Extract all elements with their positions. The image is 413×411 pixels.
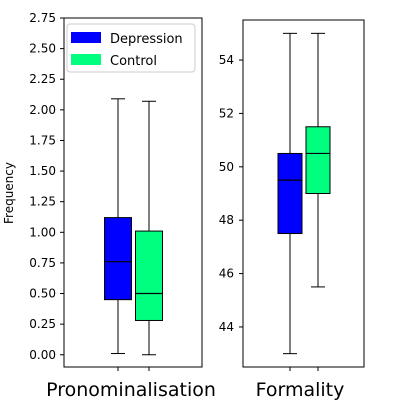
y-tick-label: 0.50 — [29, 287, 56, 301]
box-series — [277, 32, 331, 371]
y-tick-label: 1.25 — [29, 195, 56, 209]
legend-swatch-depression — [71, 32, 101, 43]
y-tick-label: 54 — [219, 53, 234, 67]
box-depression — [104, 217, 132, 301]
y-tick-label: 46 — [219, 267, 234, 281]
y-tick-label: 0.75 — [29, 256, 56, 270]
y-tick-label: 48 — [219, 213, 234, 227]
box-series — [104, 98, 163, 371]
legend: Depression Control — [66, 23, 196, 73]
x-axis-label: Pronominalisation — [46, 379, 216, 401]
y-tick-label: 0.25 — [29, 317, 56, 331]
legend-swatch-control — [71, 54, 101, 65]
plot-area-frame — [242, 19, 365, 368]
y-tick-label: 1.75 — [29, 133, 56, 147]
y-tick-label: 50 — [219, 160, 234, 174]
pronominalisation-panel: 0.00 0.25 0.50 0.75 1.00 1.25 1.50 1.75 2.00 2.25… — [2, 11, 216, 401]
legend-label-depression: Depression — [110, 32, 183, 47]
box-control — [135, 230, 163, 321]
y-tick-label: 2.00 — [29, 103, 56, 117]
x-axis-label: Formality — [256, 379, 345, 401]
y-tick-label: 1.50 — [29, 164, 56, 178]
y-axis-ticks: 44 46 48 50 52 54 — [219, 53, 243, 334]
y-tick-label: 0.00 — [29, 348, 56, 362]
formality-panel: 44 46 48 50 52 54 Formality — [219, 19, 365, 401]
y-tick-label: 52 — [219, 106, 234, 120]
box-control — [305, 126, 331, 194]
y-tick-label: 2.25 — [29, 72, 56, 86]
y-axis-label: Frequency — [2, 162, 16, 224]
plot-area-frame — [63, 17, 203, 368]
y-tick-label: 44 — [219, 320, 234, 334]
y-axis-ticks: 0.00 0.25 0.50 0.75 1.00 1.25 1.50 1.75 2.00 2.25… — [29, 11, 64, 362]
y-tick-label: 2.75 — [29, 11, 56, 25]
box-depression — [277, 152, 303, 235]
y-tick-label: 2.50 — [29, 42, 56, 56]
legend-label-control: Control — [110, 54, 157, 69]
y-tick-label: 1.00 — [29, 225, 56, 239]
